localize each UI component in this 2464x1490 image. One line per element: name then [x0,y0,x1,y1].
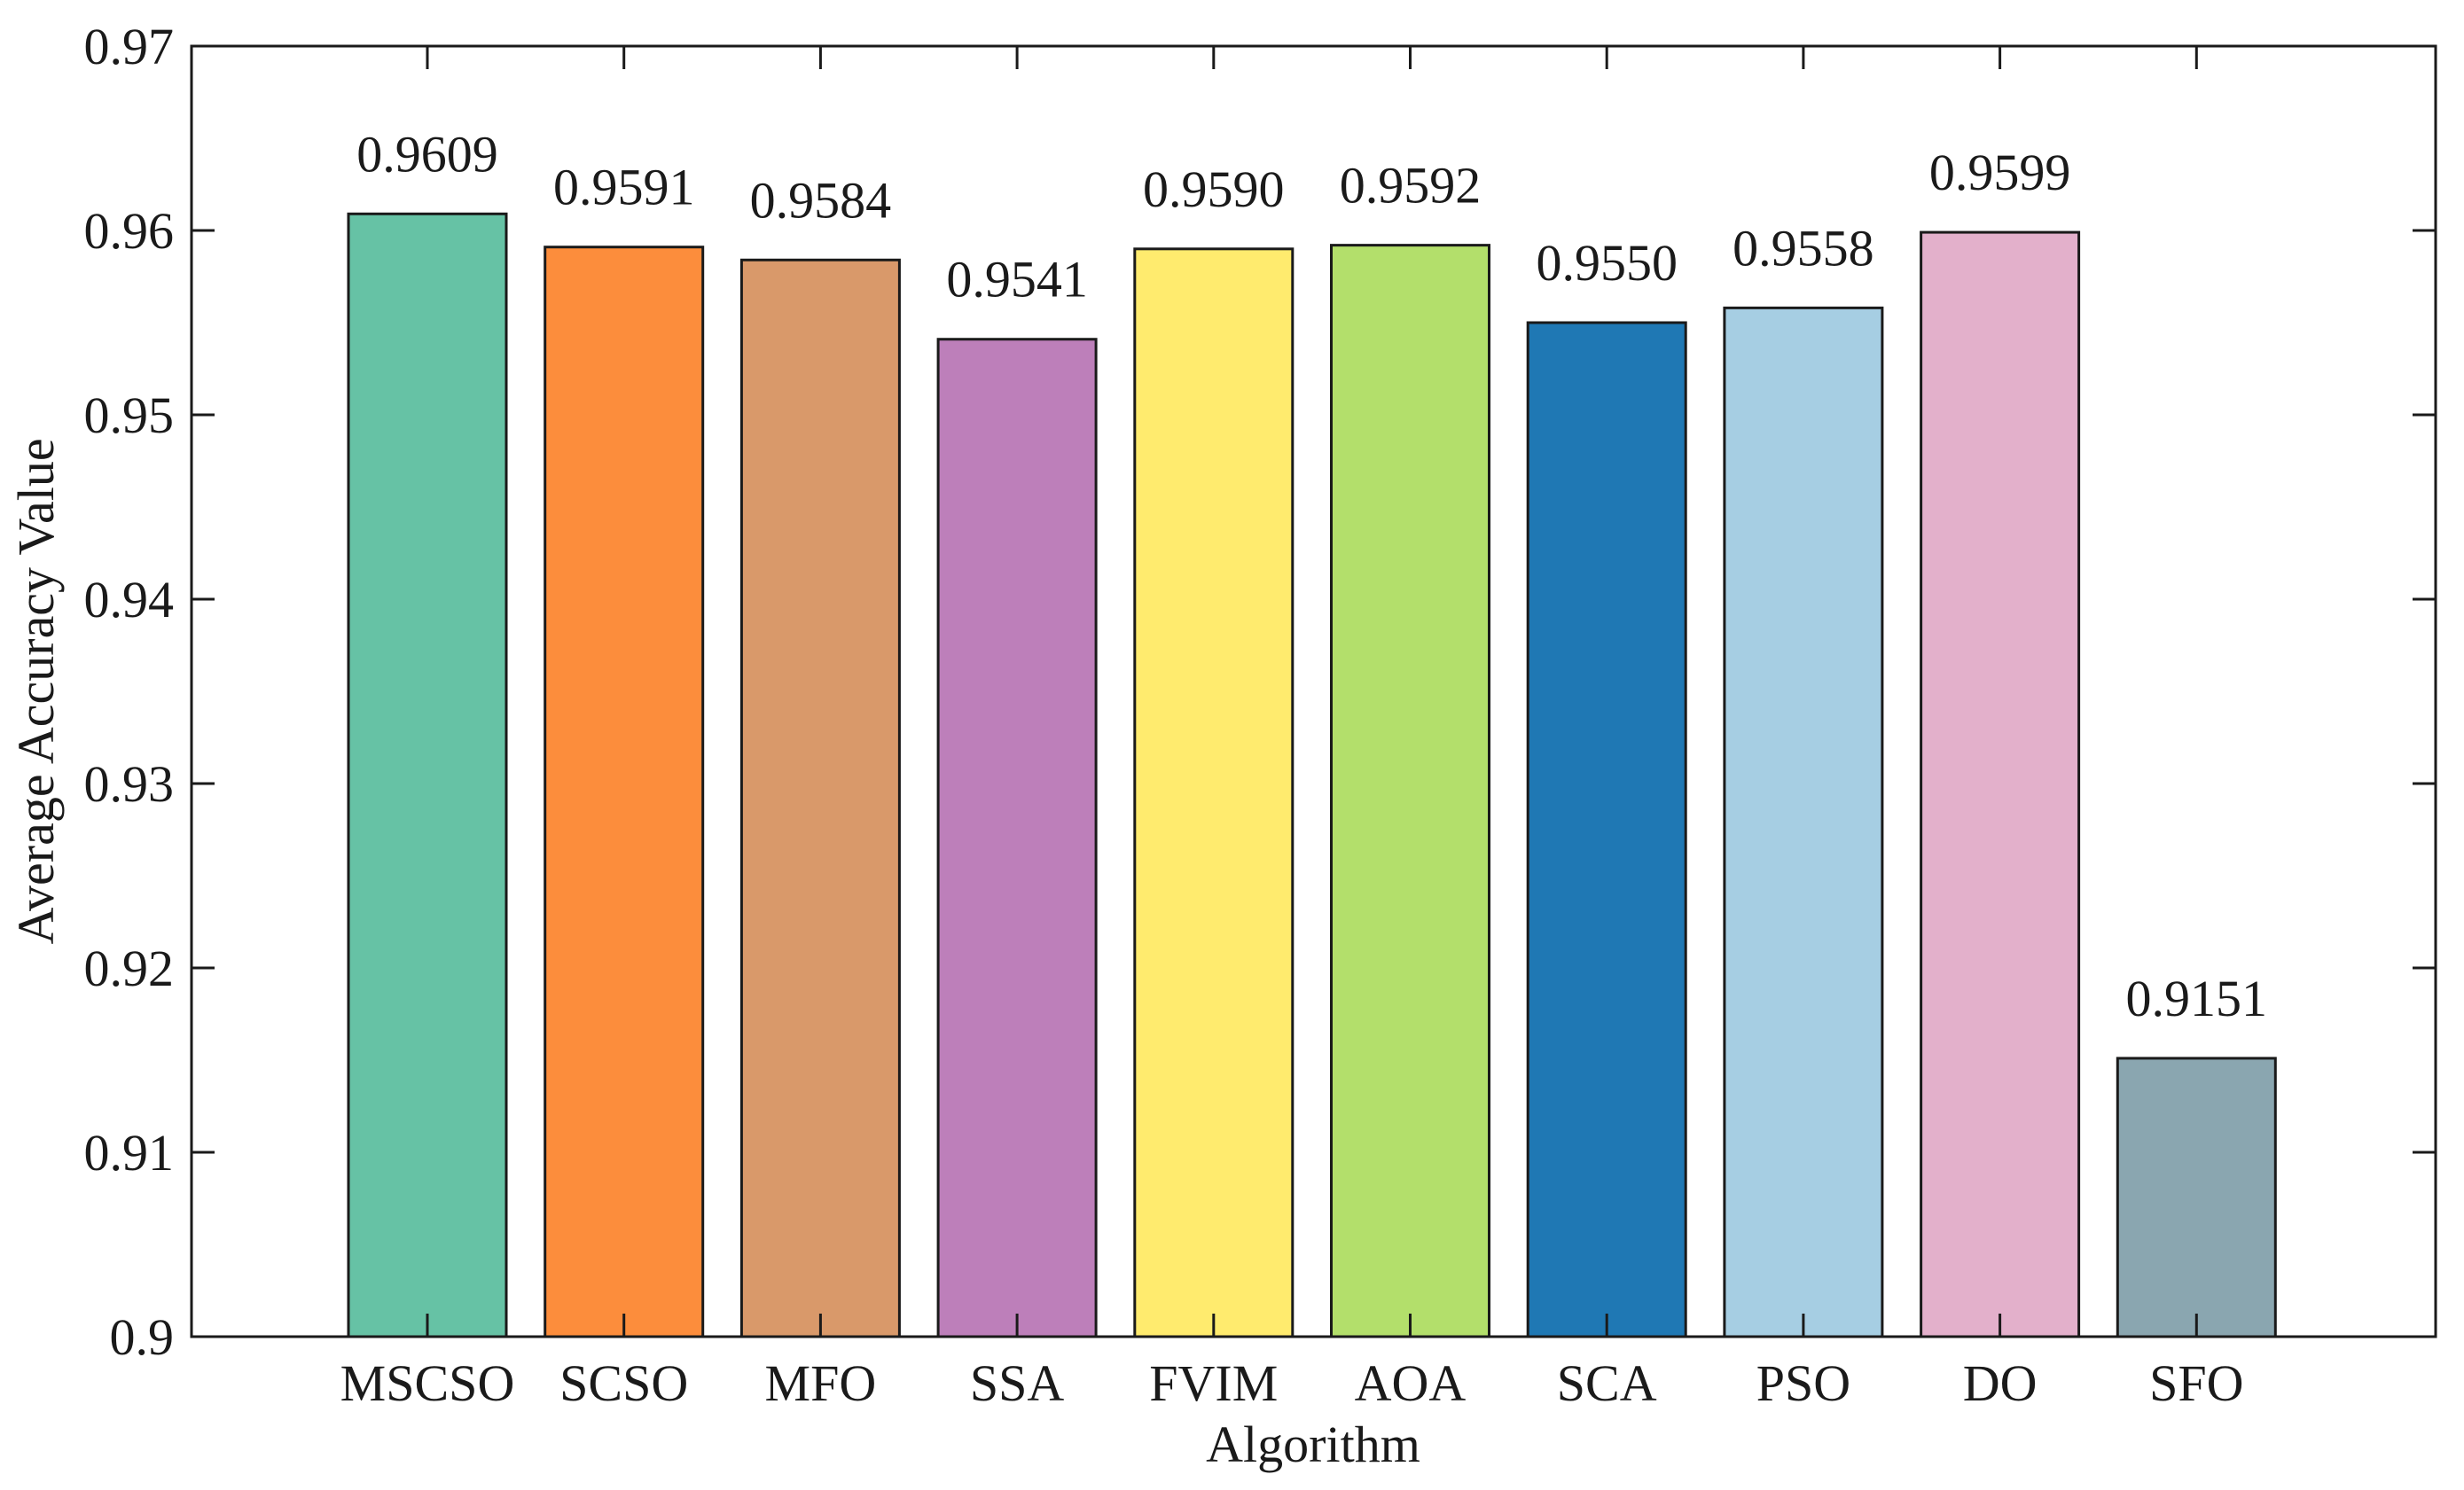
data-label-do: 0.9599 [1929,144,2071,201]
y-tick-label: 0.97 [84,18,175,75]
y-axis-title: Average Accuracy Value [7,438,65,944]
data-label-fvim: 0.9590 [1143,160,1285,218]
x-tick-label-ssa: SSA [970,1354,1065,1412]
x-tick-label-mscso: MSCSO [340,1354,515,1412]
y-tick-label: 0.91 [84,1124,175,1182]
axes-box [190,44,2437,1338]
data-label-mfo: 0.9584 [750,171,892,229]
x-axis-title: Algorithm [1206,1416,1420,1473]
data-label-scso: 0.9591 [553,159,695,216]
bars-layer [347,212,2277,1338]
bar-pso [1723,306,1884,1338]
x-tick-label-pso: PSO [1756,1354,1850,1412]
bar-mscso [347,212,508,1338]
axes-layer [190,44,2437,1338]
bar-sca [1526,321,1687,1338]
data-label-ssa: 0.9541 [946,251,1088,308]
bar-fvim [1133,247,1295,1338]
bar-ssa [936,338,1098,1338]
bar-scso [544,246,705,1338]
y-tick-label: 0.93 [84,755,175,813]
data-label-sfo: 0.9151 [2126,970,2268,1027]
y-tick-label: 0.95 [84,386,175,444]
x-tick-label-sfo: SFO [2149,1354,2243,1412]
data-label-pso: 0.9558 [1733,219,1874,277]
data-label-aoa: 0.9592 [1340,157,1482,215]
bar-aoa [1330,244,1490,1338]
x-tick-label-aoa: AOA [1355,1354,1467,1412]
y-tick-label: 0.96 [84,202,175,260]
bar-mfo [739,258,901,1338]
y-tick-label: 0.9 [110,1308,175,1366]
data-label-mscso: 0.9609 [356,125,498,183]
y-tick-label: 0.92 [84,940,175,997]
x-tick-label-fvim: FVIM [1149,1354,1278,1412]
bar-sfo [2116,1057,2277,1338]
labels-layer: 0.9609 MSCSO 0.9591 SCSO 0.9584 MFO 0.9541 SSA 0… [84,18,2268,1412]
y-tick-label: 0.94 [84,571,175,628]
x-tick-label-sca: SCA [1557,1354,1657,1412]
x-tick-label-mfo: MFO [765,1354,877,1412]
data-label-sca: 0.9550 [1536,234,1678,292]
x-tick-label-do: DO [1963,1354,2038,1412]
bar-do [1920,230,2081,1338]
x-tick-label-scso: SCSO [559,1354,688,1412]
